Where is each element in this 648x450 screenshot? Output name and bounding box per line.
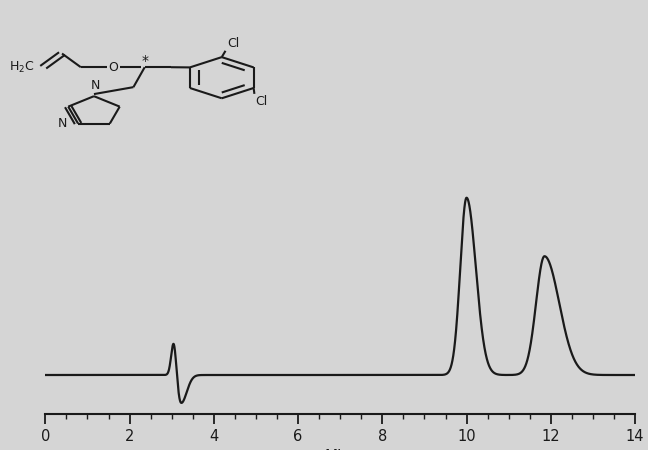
Text: H$_2$C: H$_2$C: [9, 60, 35, 75]
Text: *: *: [141, 54, 148, 68]
Text: N: N: [58, 117, 67, 130]
Text: O: O: [108, 61, 118, 74]
Text: Cl: Cl: [255, 95, 268, 108]
Text: Cl: Cl: [227, 37, 240, 50]
Text: N: N: [91, 79, 100, 91]
X-axis label: Min.: Min.: [324, 449, 356, 450]
